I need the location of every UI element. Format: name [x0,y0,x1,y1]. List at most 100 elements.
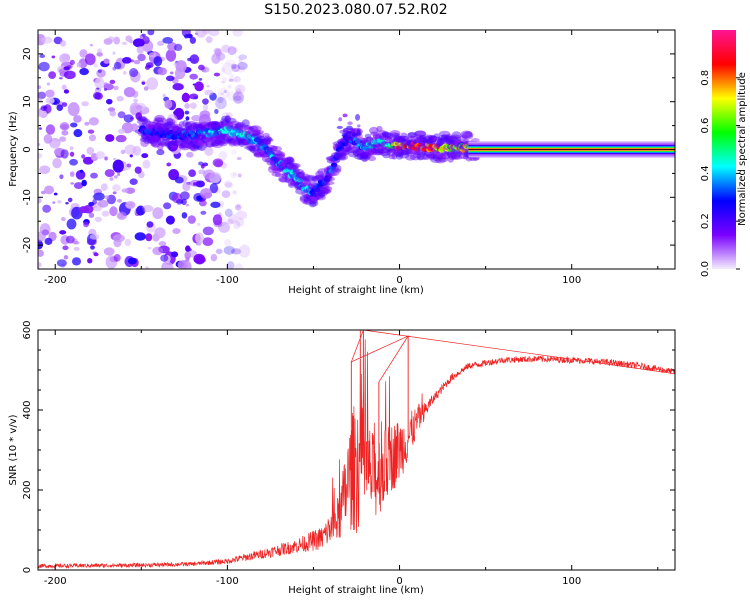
spectrogram-halo-blob [174,139,186,146]
spectrogram-halo-blob [219,121,227,128]
spectrogram-halo-blob [398,135,410,142]
spectrogram-halo-blob [283,159,292,166]
spectrogram-halo-blob [318,191,326,199]
spectrogram-halo-blob [249,144,256,152]
spectrogram-ylabel: Frequency (Hz) [8,111,19,187]
spectrogram-noise-blob [184,103,190,109]
spectrogram-halo-blob [406,132,417,138]
spectrogram-noise-blob [59,136,67,142]
spectrogram-halo-blob [356,129,361,136]
spectrogram-noise-blob [223,89,228,94]
spectrogram-halo-blob [384,134,394,140]
spectrogram-noise-blob [113,85,119,91]
spectrogram-noise-blob [115,134,127,143]
spectrogram-halo-blob [438,157,449,163]
spectrogram-halo-blob [240,140,249,146]
spectrogram-noise-blob [69,146,74,151]
spectrogram-noise-blob [223,246,235,255]
colorbar-tick-label: 0.2 [700,213,711,229]
spectrogram-noise-blob [225,112,233,119]
spectrogram-halo-blob [207,121,219,128]
colorbar-tick-label: 0.8 [700,70,711,86]
spectrogram-noise-blob [45,89,55,98]
spectrogram-noise-blob [149,135,162,148]
spectrogram-halo-blob [367,155,377,162]
spectrogram-halo-blob [187,124,199,130]
spectrogram-ridge-blob [330,162,338,168]
spectrogram-halo-blob [456,139,468,144]
spectrogram-halo-blob [464,130,473,138]
spectrogram-noise-blob [59,53,71,64]
spectrogram-halo-blob [315,170,324,178]
spectrogram-halo-blob [252,128,261,136]
spectrogram-noise-blob [202,226,214,236]
spectrogram-halo-blob [441,134,452,141]
spectrogram-halo-blob [252,149,261,156]
spectrogram-noise-blob [88,117,99,126]
spectrogram-noise-blob [79,67,89,76]
spectrogram-noise-blob [202,104,209,111]
spectrogram-halo-blob [336,125,343,129]
spectrogram-halo-blob [286,157,295,165]
spectrogram-noise-blob [129,178,138,185]
spectrogram-halo-blob [263,139,272,147]
spectrogram-halo-blob [182,140,191,147]
spectrogram-noise-blob [103,82,108,86]
spectrogram-halo-blob [292,168,300,173]
spectrogram-halo-blob [227,139,240,146]
spectrogram-noise-blob [235,210,248,220]
spectrogram-halo-blob [164,118,176,126]
spectrogram-noise-blob [234,92,239,96]
spectrogram-halo-blob [372,133,383,138]
spectrogram-noise-blob [130,123,139,132]
spectrogram-noise-blob [112,184,121,192]
spectrogram-halo-blob [303,196,311,203]
spectrogram-noise-blob [141,204,154,213]
spectrogram-noise-blob [152,207,164,220]
spectrogram-noise-blob [117,128,125,134]
spectrogram-halo-blob [453,138,462,144]
spectrogram-halo-blob [393,147,406,156]
spectrogram-halo-blob [146,137,154,144]
spectrogram-noise-blob [231,248,242,255]
spectrogram-halo-blob [439,153,447,160]
spectrogram-ridge-blob [363,145,370,151]
spectrogram-noise-blob [221,44,231,53]
spectrogram-halo-blob [381,130,389,136]
spectrogram-halo-blob [228,140,237,147]
spectrogram-noise-blob [94,216,102,223]
spectrogram-halo-blob [429,135,438,142]
spectrogram-ridge-blob [341,141,349,147]
spectrogram-noise-blob [121,188,129,193]
spectrogram-halo-blob [335,149,347,155]
spectrogram-halo-blob [364,133,372,139]
spectrogram-halo-blob [259,149,266,158]
spectrogram-noise-blob [53,192,58,196]
spectrogram-halo-blob [405,148,414,155]
spectrogram-halo-blob [355,148,367,156]
spectrogram-halo-blob [253,129,265,135]
spectrogram-noise-blob [57,199,62,204]
colorbar-tick-label: 0.6 [700,118,711,134]
spectrogram-halo-blob [448,151,457,160]
spectrogram-halo-blob [337,154,344,159]
spectrogram-halo-blob [433,133,440,139]
spectrogram-halo-blob [206,121,219,126]
spectrogram-noise-blob [86,238,97,246]
spectrogram-halo-blob [191,136,202,141]
spectrogram-halo-blob [378,135,389,141]
spectrogram-noise-blob [67,65,72,69]
spectrogram-noise-blob [165,49,177,62]
spectrogram-halo-blob [432,136,443,143]
spectrogram-halo-blob [274,172,281,177]
spectrogram-halo-blob [400,148,410,156]
spectrogram-noise-blob [39,223,51,236]
spectrogram-halo-blob [364,149,375,157]
snr-frame [37,329,676,571]
spectrogram-halo-blob [272,168,282,174]
spectrogram-ridge-blob [461,148,468,154]
spectrogram-halo-blob [379,132,386,139]
spectrogram-noise-blob [198,113,211,127]
spectrogram-noise-blob [217,96,224,104]
spectrogram-noise-blob [177,202,181,206]
